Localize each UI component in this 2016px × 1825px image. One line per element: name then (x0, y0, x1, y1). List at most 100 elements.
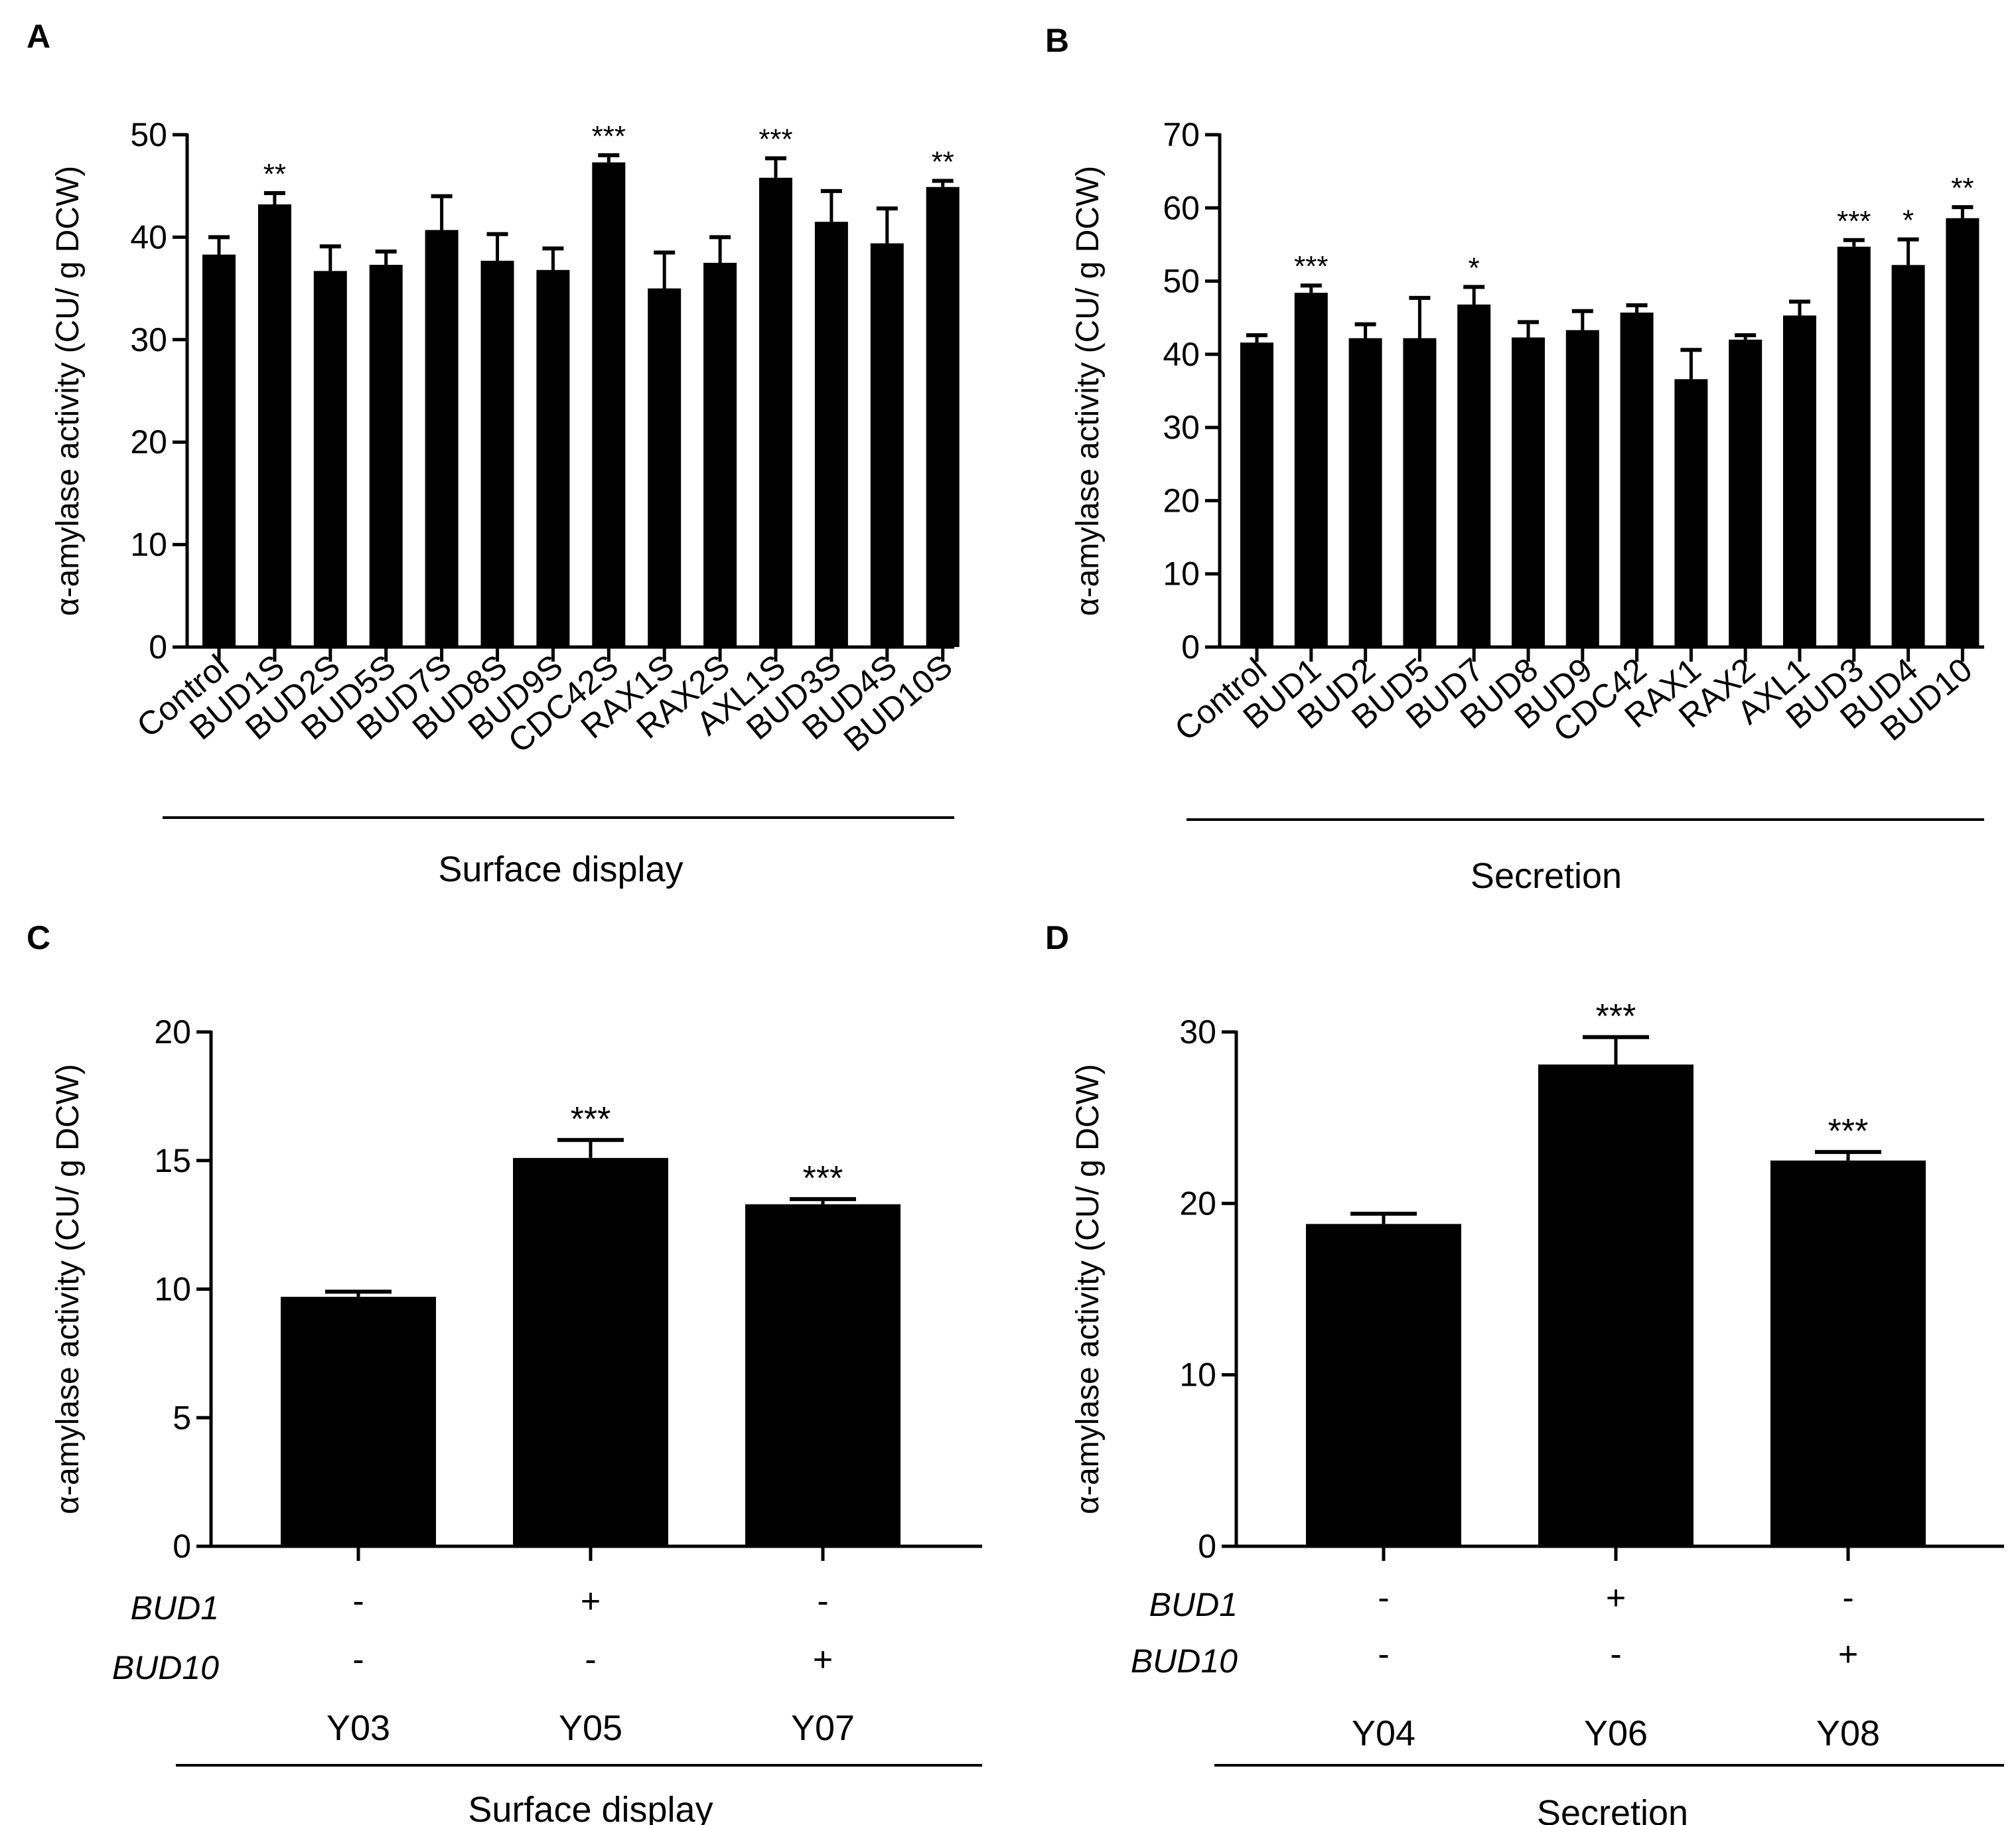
y-tick-label: 30 (1179, 1013, 1216, 1051)
significance-label: *** (1837, 205, 1871, 238)
y-axis-label: α-amylase activity (CU/ g DCW) (1070, 166, 1106, 616)
significance-label: ** (932, 145, 954, 178)
genotype-row-label: BUD1 (1149, 1586, 1238, 1623)
significance-label: *** (592, 120, 626, 153)
bar (1306, 1224, 1461, 1546)
bar (592, 162, 626, 648)
y-tick-label: 40 (1163, 336, 1200, 373)
bar (1770, 1160, 1926, 1546)
significance-label: *** (758, 123, 792, 156)
panel-a: A 0 10 20 30 40 50 α-amylase activity (CU/ g D… (27, 18, 960, 889)
x-axis-group-label: Surface display (438, 849, 683, 889)
genotype-sign: + (581, 1582, 601, 1621)
bar (281, 1297, 436, 1546)
y-tick-label: 30 (1163, 409, 1200, 446)
bar (1729, 339, 1763, 647)
y-tick-label: 10 (1163, 555, 1200, 593)
genotype-sign: + (1606, 1579, 1626, 1617)
bar (814, 222, 848, 647)
genotype-sign: + (1838, 1635, 1858, 1674)
y-tick-label: 70 (1163, 116, 1200, 153)
panel-b: B 0 10 20 30 40 50 60 70 α-amylase activity (CU/… (1045, 22, 1984, 896)
significance-label: *** (1828, 1112, 1869, 1151)
x-tick-label: Y08 (1816, 1714, 1880, 1753)
panel-d: D 0 10 20 30 α-amylase activity (CU/ g DCW) Y… (1045, 919, 2004, 1825)
bar (1891, 265, 1925, 647)
panel-c: C 0 5 10 15 20 α-amylase activity (CU/ g DCW)… (27, 919, 982, 1825)
bar (1620, 312, 1654, 647)
significance-label: *** (1294, 250, 1328, 283)
x-tick-label: Y07 (791, 1708, 855, 1748)
bar (648, 288, 682, 648)
y-tick-label: 0 (173, 1528, 191, 1565)
bar (480, 260, 514, 647)
bar (759, 177, 792, 647)
bar (926, 186, 960, 647)
genotype-row-label: BUD1 (131, 1589, 219, 1627)
y-tick-label: 20 (130, 423, 167, 461)
panel-letter-d: D (1045, 919, 1069, 956)
bar (369, 265, 403, 647)
bar (703, 263, 737, 647)
y-tick-label: 50 (1163, 263, 1200, 300)
panel-letter-c: C (27, 919, 50, 956)
y-tick-label: 10 (1179, 1356, 1216, 1394)
bar (1403, 338, 1437, 647)
significance-label: *** (1596, 997, 1636, 1036)
x-axis-group-label: Secretion (1537, 1793, 1688, 1825)
genotype-sign: - (585, 1641, 596, 1679)
significance-label: * (1903, 204, 1914, 237)
y-tick-label: 10 (130, 526, 167, 563)
significance-label: ** (1951, 172, 1974, 204)
bar (1783, 315, 1816, 647)
bar (1240, 342, 1273, 647)
bar (313, 271, 347, 647)
genotype-sign: - (1378, 1579, 1389, 1617)
genotype-sign: - (1378, 1635, 1389, 1674)
y-tick-label: 30 (130, 321, 167, 358)
panel-letter-b: B (1045, 22, 1069, 59)
bar (257, 204, 291, 647)
y-axis-label: α-amylase activity (CU/ g DCW) (50, 1064, 86, 1514)
x-tick-label: Y03 (326, 1708, 390, 1748)
x-tick-label: Y05 (559, 1708, 622, 1748)
y-tick-label: 50 (130, 116, 167, 153)
y-tick-label: 60 (1163, 189, 1200, 226)
bar (1674, 379, 1708, 647)
genotype-sign: - (1842, 1579, 1853, 1617)
y-tick-label: 10 (154, 1271, 191, 1308)
significance-label: *** (803, 1159, 843, 1198)
bar (745, 1204, 900, 1546)
bar (1457, 304, 1491, 647)
bar (870, 243, 904, 647)
bar (1294, 293, 1328, 647)
genotype-sign: - (352, 1641, 364, 1679)
significance-label: ** (263, 158, 286, 190)
y-tick-label: 5 (173, 1399, 191, 1436)
bar (1946, 218, 1980, 647)
genotype-sign: - (352, 1582, 364, 1621)
x-axis-group-label: Secretion (1471, 856, 1622, 896)
y-tick-label: 0 (1198, 1528, 1216, 1565)
y-axis-label: α-amylase activity (CU/ g DCW) (50, 166, 86, 616)
bar (536, 269, 570, 648)
bar (513, 1157, 668, 1546)
significance-label: * (1469, 252, 1480, 284)
y-tick-label: 20 (1179, 1185, 1216, 1222)
panel-letter-a: A (27, 18, 50, 55)
bar (1512, 337, 1545, 647)
bar (202, 254, 236, 647)
bar (1348, 338, 1382, 647)
genotype-sign: - (1610, 1635, 1621, 1674)
bar (1565, 330, 1599, 647)
bar (1538, 1064, 1693, 1546)
x-tick-label: Y06 (1584, 1714, 1648, 1753)
x-tick-label: Y04 (1352, 1714, 1415, 1753)
significance-label: *** (571, 1100, 611, 1139)
y-tick-label: 15 (154, 1142, 191, 1179)
genotype-sign: + (813, 1641, 833, 1679)
bar (425, 230, 459, 647)
y-tick-label: 40 (130, 218, 167, 256)
genotype-row-label: BUD10 (1131, 1643, 1238, 1680)
